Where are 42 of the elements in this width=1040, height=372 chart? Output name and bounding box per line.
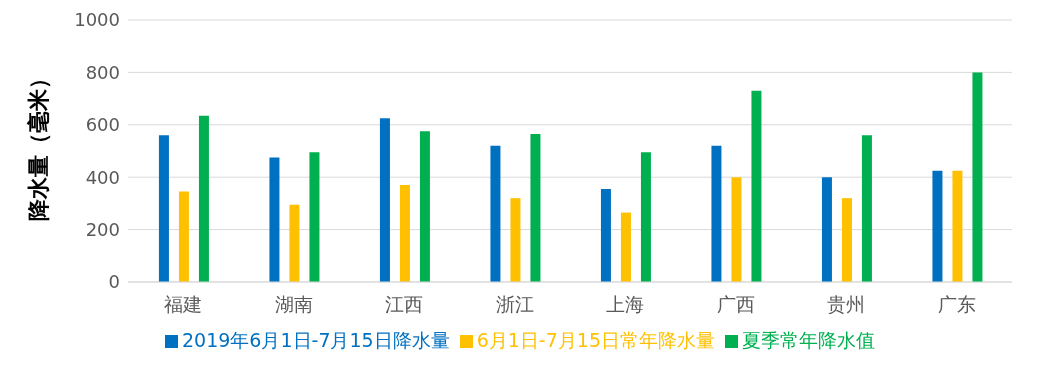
y-axis-title: 降水量（毫米） xyxy=(25,67,51,221)
bar xyxy=(711,145,722,282)
y-tick-label: 400 xyxy=(85,166,120,188)
bar xyxy=(309,152,320,282)
bar xyxy=(821,177,832,282)
bar xyxy=(600,188,611,282)
bar xyxy=(178,191,189,282)
bar xyxy=(751,90,762,282)
y-tick-label: 800 xyxy=(85,61,120,83)
x-tick-label: 上海 xyxy=(606,293,645,316)
bar xyxy=(490,145,501,282)
x-tick-label: 江西 xyxy=(385,293,424,316)
bar xyxy=(861,135,872,282)
bar xyxy=(530,133,541,282)
x-tick-label: 湖南 xyxy=(274,293,313,316)
bar xyxy=(510,198,521,282)
bar xyxy=(972,72,983,282)
y-tick-label: 600 xyxy=(85,114,120,136)
bar xyxy=(198,115,209,282)
legend-label: 6月1日-7月15日常年降水量 xyxy=(476,329,715,351)
bar xyxy=(379,118,390,282)
y-tick-label: 1000 xyxy=(74,9,120,31)
y-tick-label: 0 xyxy=(108,271,120,293)
bar xyxy=(731,177,742,282)
bar xyxy=(640,152,651,282)
bar xyxy=(399,185,410,282)
x-tick-label: 贵州 xyxy=(827,293,866,316)
legend-label: 夏季常年降水值 xyxy=(741,329,875,351)
x-tick-label: 广东 xyxy=(937,293,976,316)
x-tick-label: 浙江 xyxy=(495,293,534,316)
bar xyxy=(932,170,943,282)
bar xyxy=(419,131,430,282)
legend-label: 2019年6月1日-7月15日降水量 xyxy=(182,329,450,351)
bar xyxy=(289,204,300,282)
bar xyxy=(841,198,852,282)
bar xyxy=(158,135,169,282)
x-tick-label: 广西 xyxy=(716,293,755,316)
bar xyxy=(620,212,631,282)
bar xyxy=(269,157,280,282)
x-tick-label: 福建 xyxy=(164,293,203,316)
y-tick-label: 200 xyxy=(85,218,120,240)
bar xyxy=(952,170,963,282)
